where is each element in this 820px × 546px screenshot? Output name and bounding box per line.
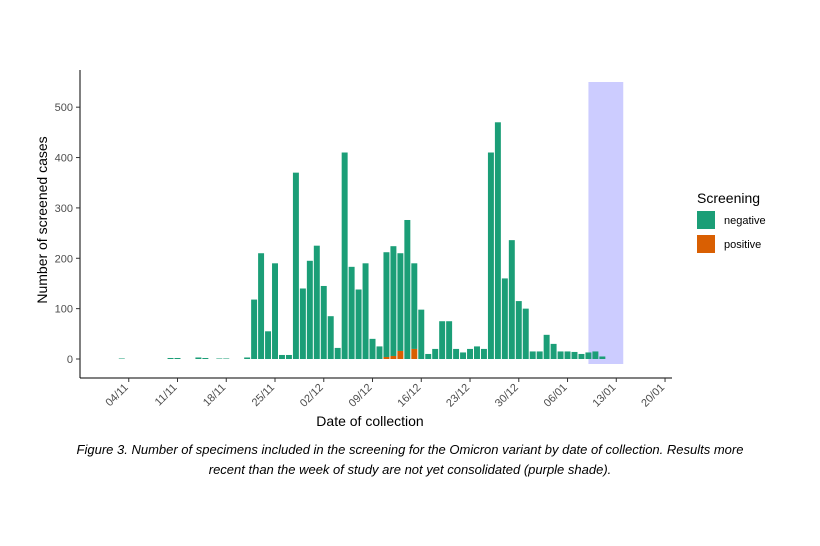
bar-negative: [599, 356, 606, 359]
x-tick-label: 09/12: [347, 382, 375, 410]
bar-negative: [278, 354, 285, 359]
x-tick-label: 02/12: [298, 382, 326, 410]
bar-negative: [446, 321, 453, 359]
consolidation-shade: [588, 82, 624, 364]
bar-negative: [418, 309, 425, 359]
bar-negative: [453, 348, 460, 359]
bar-negative: [327, 316, 334, 359]
bar-negative: [369, 338, 376, 359]
legend: Screening negative positive: [697, 190, 766, 253]
x-tick-label: 13/01: [590, 382, 618, 410]
bar-negative: [251, 299, 258, 359]
bar-negative: [174, 357, 181, 359]
figure-caption: Figure 3. Number of specimens included i…: [20, 440, 800, 480]
bar-negative: [341, 152, 348, 359]
legend-title: Screening: [697, 190, 760, 206]
bar-negative: [411, 263, 418, 349]
legend-label-positive: positive: [724, 239, 761, 251]
bar-negative: [265, 331, 272, 359]
bar-negative: [383, 252, 390, 357]
bar-negative: [355, 289, 362, 359]
bar-negative: [362, 263, 369, 359]
bar-negative: [467, 348, 474, 359]
bar-negative: [494, 122, 501, 359]
bar-positive: [411, 348, 418, 359]
x-tick-label: 30/12: [493, 382, 521, 410]
x-tick-label: 11/11: [153, 382, 180, 409]
bar-negative: [334, 347, 341, 359]
bar-negative: [397, 253, 404, 351]
bar-negative: [306, 260, 313, 359]
bar-negative: [460, 352, 467, 359]
caption-line-1: Figure 3. Number of specimens included i…: [76, 442, 744, 457]
bar-negative: [244, 357, 251, 359]
legend-key-negative: [697, 211, 715, 229]
bar-positive: [383, 356, 390, 359]
bar-negative: [474, 346, 480, 359]
bar-negative: [320, 285, 327, 359]
y-tick-label: 200: [55, 253, 73, 265]
bar-negative: [480, 348, 487, 359]
bar-negative: [167, 357, 174, 359]
bar-negative: [195, 357, 202, 359]
bar-negative: [543, 334, 550, 359]
bar-negative: [404, 219, 411, 359]
legend-label-negative: negative: [724, 215, 766, 227]
x-tick-label: 16/12: [395, 382, 423, 410]
bar-negative: [592, 351, 599, 359]
bar-negative: [390, 246, 397, 356]
bar-negative: [299, 288, 306, 359]
x-tick-label: 04/11: [103, 382, 130, 409]
bar-positive: [390, 355, 397, 359]
x-tick-label: 23/12: [444, 382, 472, 410]
bar-negative: [292, 172, 299, 359]
y-tick-label: 500: [55, 102, 73, 114]
bar-negative: [313, 245, 320, 359]
bar-negative: [508, 240, 515, 359]
bar-negative: [223, 358, 230, 359]
shade-layer: [588, 82, 624, 364]
bar-negative: [216, 358, 223, 359]
y-axis-title: Number of screened cases: [34, 136, 50, 303]
x-axis-title: Date of collection: [316, 413, 423, 429]
bar-negative: [585, 352, 592, 359]
chart: 0 100 200 300 400 500 04/11 11/11 18/11 25/11 02/1…: [34, 70, 766, 429]
caption-line-2: recent than the week of study are not ye…: [208, 462, 612, 477]
y-tick-label: 400: [55, 153, 73, 165]
y-tick-label: 0: [67, 354, 73, 366]
bar-negative: [578, 353, 585, 359]
y-tick-label: 300: [55, 203, 73, 215]
x-tick-label: 18/11: [201, 382, 228, 409]
bar-negative: [376, 346, 383, 359]
x-tick-label: 25/11: [250, 382, 277, 409]
bar-negative: [557, 351, 564, 359]
bar-negative: [348, 266, 355, 359]
bar-negative: [425, 353, 432, 359]
bar-negative: [564, 351, 571, 359]
bar-positive: [397, 350, 404, 359]
bar-negative: [272, 263, 278, 359]
x-tick-label: 06/01: [542, 382, 570, 410]
bar-negative: [118, 358, 125, 359]
bar-negative: [202, 357, 209, 359]
bar-negative: [529, 351, 536, 359]
bar-negative: [571, 351, 578, 359]
bar-negative: [487, 152, 494, 359]
legend-key-positive: [697, 235, 715, 253]
bar-negative: [432, 348, 439, 359]
bar-negative: [439, 321, 446, 359]
y-tick-label: 100: [55, 304, 73, 316]
bar-negative: [515, 301, 522, 359]
bar-negative: [522, 308, 529, 359]
bars-layer: [118, 122, 606, 359]
x-tick-label: 20/01: [639, 382, 667, 410]
bar-negative: [550, 343, 557, 359]
bar-negative: [536, 351, 543, 359]
bar-negative: [501, 278, 508, 359]
bar-negative: [258, 253, 265, 359]
bar-negative: [285, 354, 292, 359]
